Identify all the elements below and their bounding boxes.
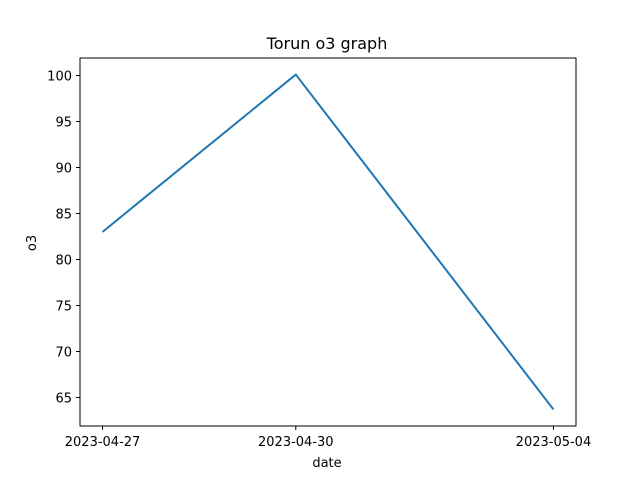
x-tick-label-1: 2023-04-30 xyxy=(258,435,334,450)
y-tick-label-7: 100 xyxy=(47,69,72,84)
x-tick-label-2: 2023-05-04 xyxy=(516,435,592,450)
chart-title: Torun o3 graph xyxy=(266,34,388,53)
y-tick-label-2: 75 xyxy=(55,299,72,314)
y-tick-label-6: 95 xyxy=(55,115,72,130)
y-tick-label-3: 80 xyxy=(55,253,72,268)
axes-frame xyxy=(79,57,577,427)
x-axis-label: date xyxy=(312,456,341,471)
y-tick-label-5: 90 xyxy=(55,161,72,176)
x-tick-label-0: 2023-04-27 xyxy=(65,435,141,450)
y-axis-label: o3 xyxy=(25,235,40,251)
y-tick-label-0: 65 xyxy=(55,391,72,406)
y-tick-label-4: 85 xyxy=(55,207,72,222)
y-tick-label-1: 70 xyxy=(55,345,72,360)
series-line-0 xyxy=(101,73,555,411)
plot-area: 65 70 75 80 85 90 95 100 2023-04-27 2023-04-30 202… xyxy=(47,57,592,450)
